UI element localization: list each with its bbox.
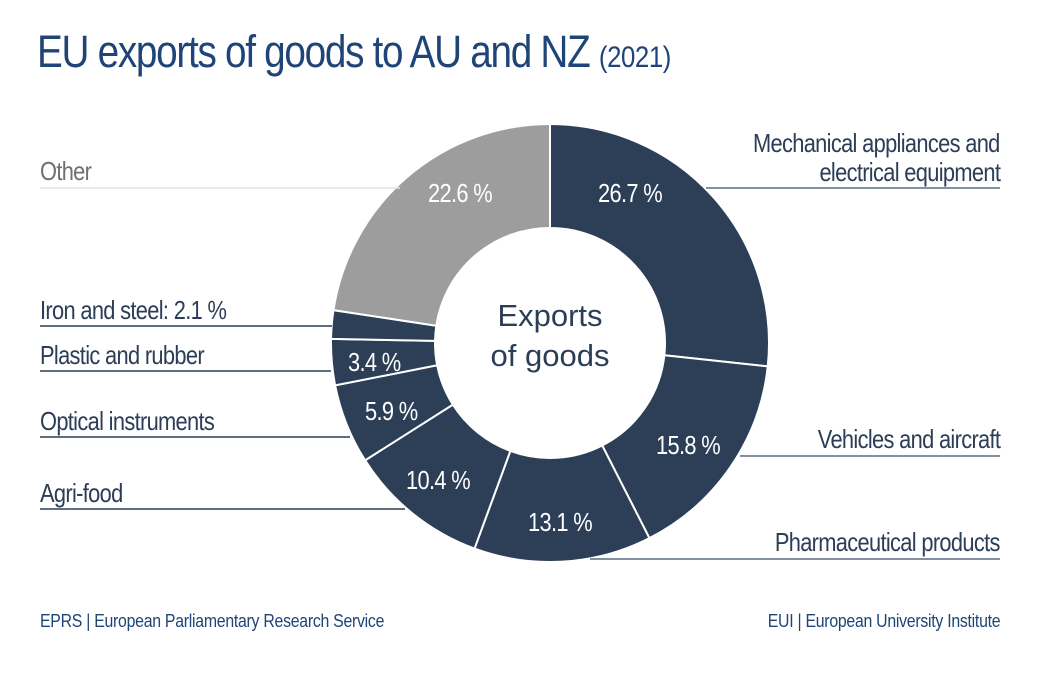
category-label-plastic: Plastic and rubber <box>40 340 205 370</box>
value-label-agri: 10.4 % <box>406 465 471 495</box>
category-label-mechanical-line2: electrical equipment <box>819 157 1000 187</box>
footer-source-right: EUI | European University Institute <box>767 611 1000 631</box>
donut-slice-other <box>332 122 551 327</box>
value-label-mechanical: 26.7 % <box>598 178 663 208</box>
value-label-plastic: 3.4 % <box>348 347 401 377</box>
value-label-optical: 5.9 % <box>365 396 418 426</box>
category-label-mechanical-line1: Mechanical appliances and <box>753 128 1000 158</box>
chart-title: EU exports of goods to AU and NZ (2021) <box>37 26 671 78</box>
value-label-vehicles: 15.8 % <box>656 430 721 460</box>
category-label-agri: Agri-food <box>40 478 123 508</box>
donut-center-label: Exports of goods <box>450 296 650 376</box>
category-label-other: Other <box>40 156 92 186</box>
footer-source-left: EPRS | European Parliamentary Research S… <box>40 611 385 631</box>
value-label-pharma: 13.1 % <box>528 507 593 537</box>
category-label-vehicles: Vehicles and aircraft <box>817 424 1000 454</box>
leader-lines <box>40 187 1000 560</box>
category-label-iron: Iron and steel: 2.1 % <box>40 295 227 325</box>
donut-center-line1: Exports <box>497 298 603 333</box>
donut-slice-vehicles-and-aircraft <box>600 354 769 540</box>
donut-center-line2: of goods <box>490 338 610 373</box>
category-label-optical: Optical instruments <box>40 406 215 436</box>
chart-title-main: EU exports of goods to AU and NZ <box>37 26 591 77</box>
category-label-pharma: Pharmaceutical products <box>775 527 1001 557</box>
donut-slices <box>330 122 770 563</box>
chart-title-year: (2021) <box>598 41 671 74</box>
value-label-other: 22.6 % <box>428 178 493 208</box>
donut-slice-mechanical-appliances-and-electrical-equipment <box>549 122 770 368</box>
